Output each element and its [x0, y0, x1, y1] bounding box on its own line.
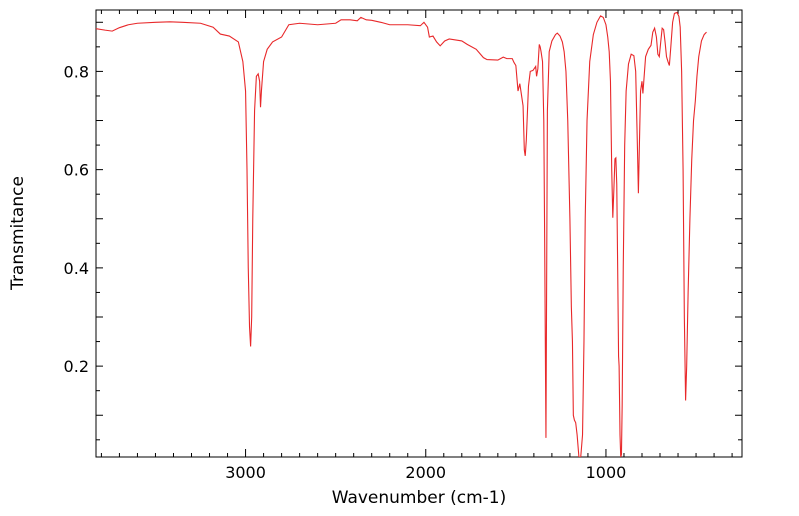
y-axis-title: Transmitance	[8, 176, 28, 291]
x-tick-label: 3000	[225, 463, 266, 482]
spectrum-series-line	[96, 11, 707, 457]
x-axis-title: Wavenumber (cm-1)	[332, 488, 507, 508]
y-tick-label: 0.8	[64, 62, 89, 81]
x-axis-ticks: 3000 2000 1000	[100, 10, 733, 482]
y-tick-label: 0.4	[64, 259, 89, 278]
y-tick-label: 0.6	[64, 161, 89, 180]
y-axis-ticks: 0.2 0.4 0.6 0.8	[64, 21, 742, 441]
x-tick-label: 2000	[405, 463, 446, 482]
x-tick-label: 1000	[586, 463, 627, 482]
y-tick-label: 0.2	[64, 357, 89, 376]
plot-frame	[95, 9, 743, 458]
